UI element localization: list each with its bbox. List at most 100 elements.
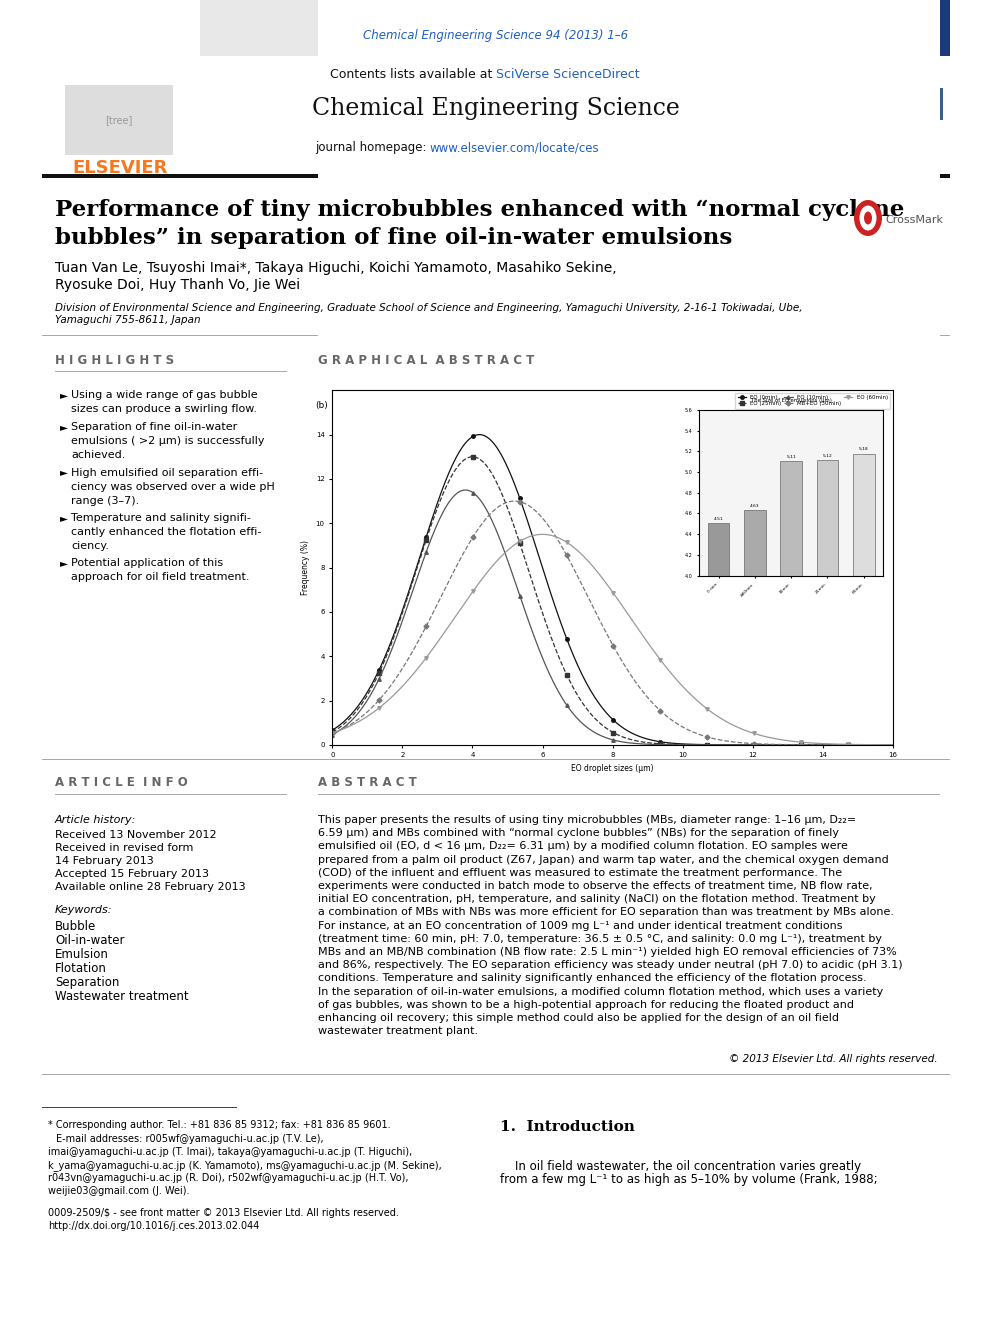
Text: imai@yamaguchi-u.ac.jp (T. Imai), takaya@yamaguchi-u.ac.jp (T. Higuchi),: imai@yamaguchi-u.ac.jp (T. Imai), takaya… <box>48 1147 413 1158</box>
Text: Chemical Engineering Science: Chemical Engineering Science <box>312 97 680 119</box>
Text: weijie03@gmail.com (J. Wei).: weijie03@gmail.com (J. Wei). <box>48 1185 189 1196</box>
Line: EO (10min): EO (10min) <box>330 488 895 746</box>
MB+EO (30min) <box>836 737 848 753</box>
Text: Temperature and salinity signifi-
cantly enhanced the flotation effi-
ciency.: Temperature and salinity signifi- cantly… <box>71 513 261 550</box>
EO (25min) <box>801 737 812 753</box>
Text: ►: ► <box>60 558 68 569</box>
Text: r043vn@yamaguchi-u.ac.jp (R. Doi), r502wf@yamaguchi-u.ac.jp (H.T. Vo),: r043vn@yamaguchi-u.ac.jp (R. Doi), r502w… <box>48 1174 409 1183</box>
EO (60min) <box>801 734 812 750</box>
MB+EO (30min) <box>662 709 674 725</box>
Text: Division of Environmental Science and Engineering, Graduate School of Science an: Division of Environmental Science and En… <box>55 303 803 314</box>
Text: 5.11: 5.11 <box>787 455 796 459</box>
Text: 1.  Introduction: 1. Introduction <box>500 1121 635 1134</box>
Text: Contents lists available at: Contents lists available at <box>329 69 496 82</box>
EO (0min) <box>328 721 340 737</box>
Text: initial EO concentration, pH, temperature, and salinity (NaCl) on the flotation : initial EO concentration, pH, temperatur… <box>318 894 876 904</box>
Legend: EO (0min), EO (25min), EO (10min), MB+EO (30min), EO (60min): EO (0min), EO (25min), EO (10min), MB+EO… <box>735 393 890 409</box>
Text: 4.63: 4.63 <box>750 504 760 508</box>
Bar <box>42 0 200 56</box>
Text: k_yama@yamaguchi-u.ac.jp (K. Yamamoto), ms@yamaguchi-u.ac.jp (M. Sekine),: k_yama@yamaguchi-u.ac.jp (K. Yamamoto), … <box>48 1160 441 1171</box>
Text: Yamaguchi 755-8611, Japan: Yamaguchi 755-8611, Japan <box>55 315 200 325</box>
Text: Available online 28 February 2013: Available online 28 February 2013 <box>55 882 246 892</box>
Text: of gas bubbles, was shown to be a high-potential approach for reducing the float: of gas bubbles, was shown to be a high-p… <box>318 1000 854 1009</box>
Line: EO (0min): EO (0min) <box>330 433 895 746</box>
MB+EO (30min) <box>328 725 340 741</box>
Text: (treatment time: 60 min, pH: 7.0, temperature: 36.5 ± 0.5 °C, and salinity: 0.0 : (treatment time: 60 min, pH: 7.0, temper… <box>318 934 882 943</box>
MB+EO (30min) <box>660 708 672 724</box>
EO (10min) <box>672 737 683 753</box>
Text: Keywords:: Keywords: <box>55 905 112 916</box>
MB+EO (30min) <box>672 716 683 732</box>
Text: enhancing oil recovery; this simple method could also be applied for the design : enhancing oil recovery; this simple meth… <box>318 1013 839 1023</box>
Text: ►: ► <box>60 513 68 523</box>
Text: H I G H L I G H T S: H I G H L I G H T S <box>55 353 175 366</box>
Text: Using a wide range of gas bubble
sizes can produce a swirling flow.: Using a wide range of gas bubble sizes c… <box>71 390 258 414</box>
MB+EO (30min) <box>326 725 338 741</box>
EO (25min) <box>672 737 683 753</box>
Text: In the separation of oil-in-water emulsions, a modified column flotation method,: In the separation of oil-in-water emulsi… <box>318 987 883 996</box>
Bar <box>892 0 950 56</box>
Text: High emulsified oil separation effi-
ciency was observed over a wide pH
range (3: High emulsified oil separation effi- cie… <box>71 467 275 505</box>
Ellipse shape <box>864 212 872 225</box>
EO (25min) <box>326 724 338 740</box>
Text: a combination of MBs with NBs was more efficient for EO separation than was trea: a combination of MBs with NBs was more e… <box>318 908 894 917</box>
EO (10min) <box>328 725 340 741</box>
Text: bubbles” in separation of fine oil-in-water emulsions: bubbles” in separation of fine oil-in-wa… <box>55 228 732 249</box>
Text: Separation: Separation <box>55 976 119 990</box>
EO (10min) <box>887 737 899 753</box>
EO (10min) <box>836 737 848 753</box>
Text: www.elsevier.com/locate/ces: www.elsevier.com/locate/ces <box>430 142 599 155</box>
Bar <box>816 460 838 990</box>
EO (60min) <box>836 737 848 753</box>
Text: [tree]: [tree] <box>105 115 133 124</box>
Text: Tuan Van Le, Tsuyoshi Imai*, Takaya Higuchi, Koichi Yamamoto, Masahiko Sekine,: Tuan Van Le, Tsuyoshi Imai*, Takaya Higu… <box>55 261 617 275</box>
Text: Bubble: Bubble <box>55 919 96 933</box>
EO (60min) <box>660 659 672 675</box>
EO (0min) <box>326 722 338 738</box>
EO (25min) <box>467 448 479 464</box>
Text: from a few mg L⁻¹ to as high as 5–10% by volume (Frank, 1988;: from a few mg L⁻¹ to as high as 5–10% by… <box>500 1174 878 1185</box>
EO (0min) <box>672 736 683 751</box>
EO (10min) <box>459 482 471 497</box>
Text: emulsified oil (EO, d < 16 μm, D₂₂= 6.31 μm) by a modified column flotation. EO : emulsified oil (EO, d < 16 μm, D₂₂= 6.31… <box>318 841 848 852</box>
Line: EO (60min): EO (60min) <box>330 533 895 746</box>
EO (60min) <box>537 527 549 542</box>
EO (60min) <box>326 725 338 741</box>
Text: Chemical Engineering Science 94 (2013) 1–6: Chemical Engineering Science 94 (2013) 1… <box>363 29 629 41</box>
EO (60min) <box>887 737 899 753</box>
Text: Separation of fine oil-in-water
emulsions ( >2 μm) is successfully
achieved.: Separation of fine oil-in-water emulsion… <box>71 422 265 460</box>
EO (10min) <box>801 737 812 753</box>
EO (25min) <box>662 737 674 753</box>
Text: © 2013 Elsevier Ltd. All rights reserved.: © 2013 Elsevier Ltd. All rights reserved… <box>729 1054 938 1064</box>
EO (0min) <box>660 734 672 750</box>
Text: Emulsion: Emulsion <box>55 949 109 960</box>
Text: ►: ► <box>60 390 68 400</box>
EO (25min) <box>328 724 340 740</box>
Bar <box>897 89 943 120</box>
Bar <box>744 511 766 990</box>
X-axis label: EO droplet sizes (μm): EO droplet sizes (μm) <box>571 765 654 773</box>
EO (0min) <box>801 737 812 753</box>
EO (0min) <box>836 737 848 753</box>
Bar <box>318 0 940 373</box>
Text: In oil field wastewater, the oil concentration varies greatly: In oil field wastewater, the oil concent… <box>500 1160 861 1174</box>
Text: ►: ► <box>60 422 68 433</box>
Bar <box>200 0 892 56</box>
Text: ►: ► <box>60 467 68 478</box>
Text: wastewater treatment plant.: wastewater treatment plant. <box>318 1027 478 1036</box>
Text: MBs and an MB/NB combination (NB flow rate: 2.5 L min⁻¹) yielded high EO removal: MBs and an MB/NB combination (NB flow ra… <box>318 947 897 957</box>
EO (0min) <box>472 427 484 443</box>
EO (25min) <box>836 737 848 753</box>
Text: A B S T R A C T: A B S T R A C T <box>318 777 417 790</box>
Text: Potential application of this
approach for oil field treatment.: Potential application of this approach f… <box>71 558 250 582</box>
EO (0min) <box>662 734 674 750</box>
EO (10min) <box>660 737 672 753</box>
Text: and 86%, respectively. The EO separation efficiency was steady under neutral (pH: and 86%, respectively. The EO separation… <box>318 960 903 970</box>
Text: CrossMark: CrossMark <box>885 216 943 225</box>
Text: Oil-in-water: Oil-in-water <box>55 934 125 947</box>
Text: ELSEVIER: ELSEVIER <box>72 159 168 177</box>
Line: EO (25min): EO (25min) <box>330 455 895 746</box>
Text: 5.12: 5.12 <box>822 454 832 458</box>
Text: For instance, at an EO concentration of 1009 mg L⁻¹ and under identical treatmen: For instance, at an EO concentration of … <box>318 921 842 930</box>
Text: Received 13 November 2012: Received 13 November 2012 <box>55 830 216 840</box>
